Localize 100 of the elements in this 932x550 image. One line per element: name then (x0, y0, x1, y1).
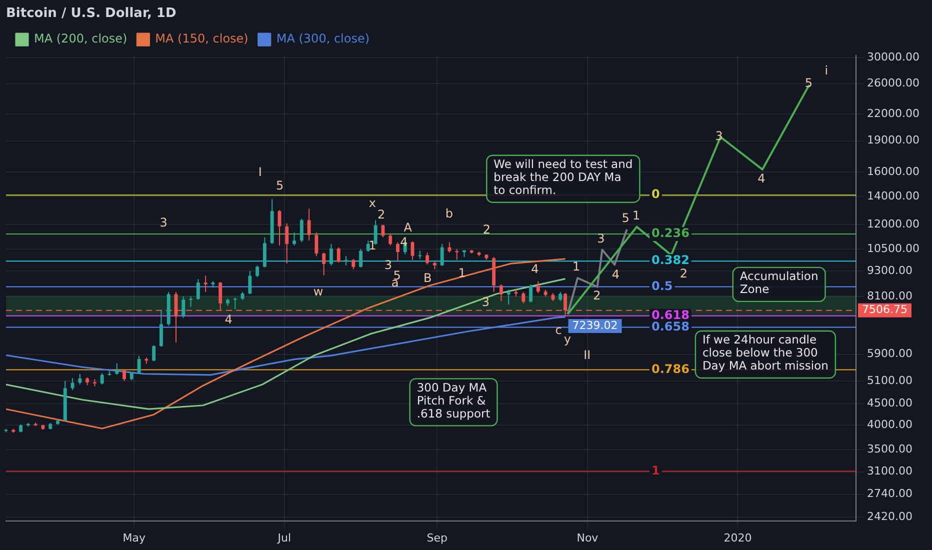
candlestick (196, 278, 200, 300)
y-tick-label: 3500.00 (867, 442, 912, 456)
annotation: 0.236 (652, 226, 690, 240)
candlestick (256, 264, 260, 278)
candlestick (115, 362, 119, 376)
annotation: 0.618 (652, 308, 690, 322)
candlestick (92, 378, 96, 387)
candlestick (359, 248, 363, 268)
annotation: 3 (160, 215, 168, 230)
annotation: 4 (531, 262, 539, 276)
annotation: w (313, 284, 324, 298)
candlestick (529, 284, 533, 303)
candlestick (182, 296, 186, 318)
candlestick (426, 252, 430, 265)
candlestick (322, 252, 326, 276)
annotation: 0.658 (652, 319, 690, 334)
candlestick (381, 224, 385, 238)
annotation: 3 (482, 294, 490, 309)
annotation: 5 (622, 211, 630, 226)
legend-label: MA (150, close) (155, 32, 248, 46)
annotation: 0.786 (652, 362, 690, 376)
candlestick (558, 291, 562, 302)
annotation: 2 (680, 266, 688, 281)
candlestick (300, 218, 304, 243)
x-tick-label: May (122, 531, 146, 544)
annotation: b (445, 206, 454, 221)
x-tick-label: Jul (276, 531, 292, 544)
chart-title: Bitcoin / U.S. Dollar, 1D (6, 6, 176, 22)
y-tick-label: 2420.00 (867, 510, 912, 523)
annotation: y (564, 332, 571, 346)
candlestick (374, 220, 378, 246)
candlestick (536, 280, 540, 294)
candlestick (233, 297, 237, 310)
data-label: 7239.02 (572, 318, 618, 332)
annotation: A (404, 220, 413, 235)
candlestick (506, 289, 510, 306)
candlestick (137, 355, 141, 374)
annotation: 1 (572, 260, 580, 274)
candlestick (189, 296, 193, 308)
candlestick (336, 246, 340, 264)
annotation: Accumulation Zone (740, 269, 818, 296)
annotation: If we 24hour candle close below the 300 Day MA abort mission (702, 332, 828, 373)
candlestick (204, 275, 208, 292)
y-tick-label: 5900.00 (867, 347, 912, 360)
candlestick (410, 240, 414, 260)
annotation: 3 (384, 258, 392, 272)
candlestick (388, 232, 392, 246)
x-tick-label: 2020 (724, 531, 752, 544)
y-tick-label: 30000.00 (867, 50, 920, 64)
annotation: B (423, 271, 432, 286)
annotation: 300 Day MA Pitch Fork & .618 support (416, 380, 491, 420)
annotation: 5 (276, 178, 284, 192)
annotation: 5 (804, 76, 813, 90)
annotation: x (368, 196, 376, 210)
candlestick (499, 284, 503, 302)
y-tick-label: 22000.00 (867, 106, 920, 120)
legend-label: MA (300, close) (276, 32, 370, 46)
y-tick-label: 9300.00 (867, 264, 912, 278)
candlestick (285, 222, 289, 264)
annotation: II (584, 348, 591, 362)
candlestick (455, 248, 459, 260)
candlestick (100, 372, 104, 386)
annotation: c (555, 323, 562, 338)
y-tick-label: 10500.00 (867, 242, 920, 255)
y-tick-label: 2740.00 (867, 487, 912, 500)
candlestick (440, 243, 444, 266)
annotation: 2 (377, 208, 386, 222)
candlestick (292, 232, 296, 246)
candlestick (78, 373, 82, 386)
candlestick (122, 369, 126, 382)
y-tick-label: 16000.00 (867, 165, 920, 178)
annotation: 4 (224, 312, 232, 327)
y-tick-label: 8100.00 (867, 289, 912, 302)
y-tick-label: 5100.00 (867, 374, 912, 387)
annotation: 4 (758, 171, 766, 186)
candlestick (329, 243, 333, 266)
candlestick (159, 310, 163, 348)
candlestick (352, 258, 356, 270)
candlestick (248, 270, 252, 295)
legend-label: MA (200, close) (34, 32, 128, 46)
annotation: 3 (715, 128, 723, 143)
annotation: 2 (482, 222, 490, 237)
annotation: 4 (400, 234, 408, 249)
y-tick-label: 14000.00 (867, 189, 920, 202)
x-tick-label: Sep (426, 531, 448, 544)
annotation: I (258, 165, 262, 180)
y-tick-label: 19000.00 (867, 134, 920, 147)
annotation: 4 (612, 268, 620, 282)
annotation: 0.382 (652, 253, 690, 268)
annotation: 1 (368, 238, 376, 252)
x-tick-label: Nov (576, 531, 599, 544)
y-tick-label: 4000.00 (867, 418, 912, 432)
annotation: We will need to test and break the 200 DAY Ma to confirm. (494, 157, 633, 198)
candlestick (522, 291, 526, 304)
y-tick-label: 12000.00 (867, 218, 920, 231)
candlestick (396, 242, 400, 262)
candlestick (307, 208, 311, 242)
annotation: 1 (632, 208, 640, 222)
annotation: 2 (593, 288, 601, 303)
y-tick-label: 4500.00 (867, 396, 912, 410)
